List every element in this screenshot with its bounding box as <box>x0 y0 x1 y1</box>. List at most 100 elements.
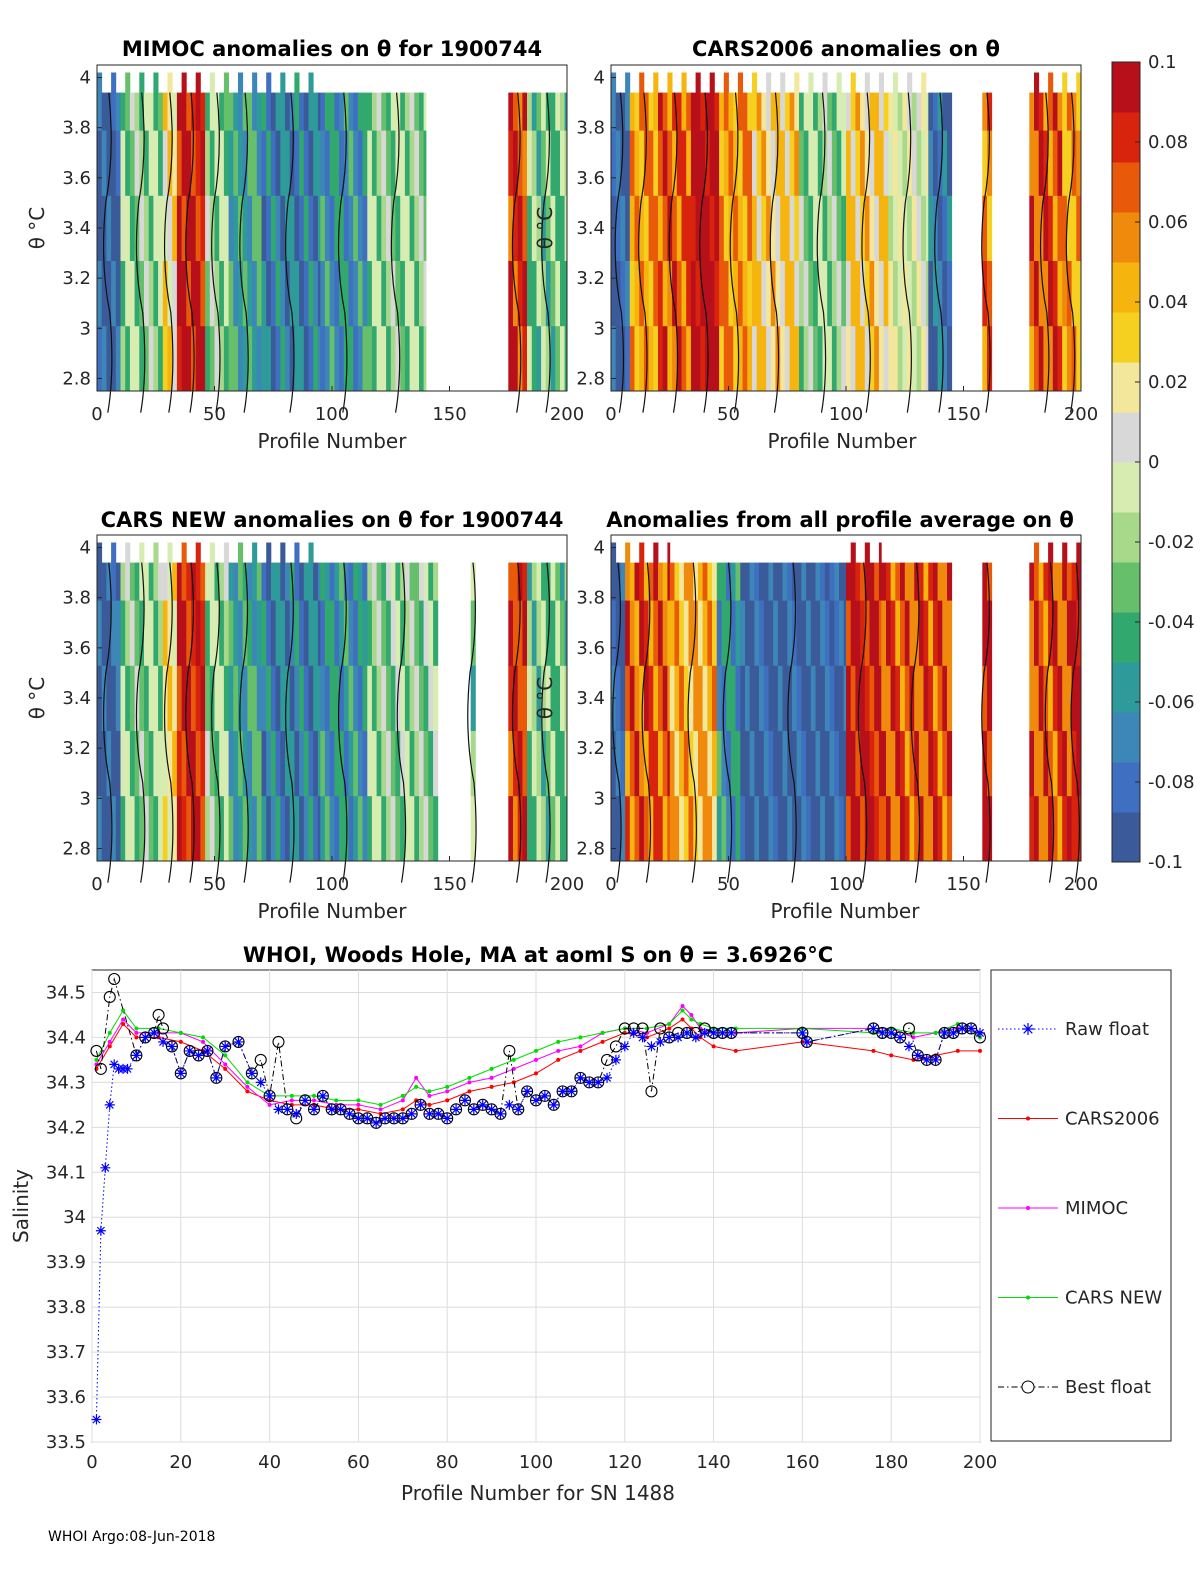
heatmap-cell <box>620 260 626 327</box>
heatmap-cell <box>536 130 542 196</box>
heatmap-cell <box>831 325 837 392</box>
heatmap-cell <box>209 600 215 666</box>
heatmap-cell <box>409 325 415 392</box>
heatmap-cell <box>1076 195 1082 261</box>
heatmap-cell <box>242 562 248 601</box>
heatmap-cell <box>789 325 795 392</box>
heatmap-cell <box>181 195 187 261</box>
heatmap-cell <box>134 730 140 797</box>
heatmap-cell <box>620 195 626 261</box>
data-point <box>921 1054 932 1065</box>
heatmap-cell <box>672 92 678 131</box>
data-point <box>289 1093 294 1098</box>
legend-marker-icon <box>1021 1380 1035 1394</box>
heatmap-cell <box>362 730 368 797</box>
heatmap-cell <box>531 730 537 797</box>
data-point <box>442 1113 453 1124</box>
data-point <box>602 1072 613 1083</box>
heatmap-cell <box>400 795 406 862</box>
heatmap-cell <box>209 72 215 131</box>
heatmap-cell <box>1057 730 1063 797</box>
heatmap-cell <box>648 562 654 601</box>
data-point <box>667 1021 672 1026</box>
heatmap-cell <box>883 260 889 327</box>
heatmap-cell <box>334 730 340 797</box>
heatmap-cell <box>247 130 253 196</box>
contour-line <box>467 562 477 883</box>
heatmap-cell <box>669 795 675 862</box>
data-point <box>903 1041 914 1052</box>
heatmap-cell <box>803 260 809 327</box>
heatmap-cell <box>517 600 523 666</box>
heatmap-cell <box>947 260 953 327</box>
heatmap-cell <box>205 92 211 131</box>
heatmap-cell <box>289 260 295 327</box>
heatmap-cell <box>541 562 547 601</box>
heatmap-cell <box>555 325 561 392</box>
heatmap-cell <box>662 260 668 327</box>
data-point <box>184 1045 195 1056</box>
heatmap-cell <box>745 600 751 666</box>
heatmap-cell <box>139 325 145 392</box>
heatmap-cell <box>615 730 621 797</box>
heatmap-cell <box>897 92 903 131</box>
heatmap-cell <box>223 72 229 131</box>
y-tick-label: 3.8 <box>576 588 605 609</box>
heatmap-cell <box>513 195 519 261</box>
data-point <box>699 1027 710 1038</box>
y-tick-label: 2.8 <box>62 368 91 389</box>
data-point <box>467 1089 472 1094</box>
heatmap-cell <box>266 730 272 797</box>
heatmap-cell <box>688 562 694 601</box>
heatmap-cell <box>517 562 523 601</box>
legend-label: CARS2006 <box>1065 1109 1160 1130</box>
heatmap-cell <box>256 730 262 797</box>
x-tick-label: 200 <box>550 404 584 425</box>
heatmap-cell <box>390 665 396 731</box>
data-point <box>534 1048 538 1053</box>
heatmap-cell <box>756 92 762 131</box>
heatmap-cell <box>653 542 659 601</box>
heatmap-cell <box>737 130 743 196</box>
data-point <box>427 1102 432 1107</box>
heatmap-cell <box>860 260 866 327</box>
heatmap-cell <box>669 600 675 666</box>
heatmap-cell <box>1057 260 1063 327</box>
heatmap-cell <box>933 665 939 731</box>
heatmap-cell <box>400 325 406 392</box>
heatmap-cell <box>829 665 835 731</box>
heatmap-cell <box>900 795 906 862</box>
heatmap-cell <box>674 562 680 601</box>
heatmap-cell <box>419 325 425 392</box>
heatmap-cell <box>634 195 640 261</box>
heatmap-cell <box>186 562 192 601</box>
heatmap-cell <box>186 195 192 261</box>
heatmap-cell <box>522 795 528 862</box>
data-point <box>201 1035 205 1040</box>
heatmap-cell <box>897 325 903 392</box>
data-point <box>717 1027 728 1038</box>
heatmap-cell <box>625 795 631 862</box>
heatmap-cell <box>827 92 833 131</box>
heatmap-cell <box>933 92 939 131</box>
heatmap-cell <box>615 600 621 666</box>
data-point <box>317 1090 328 1101</box>
heatmap-cell <box>139 730 145 797</box>
heatmap-cell <box>878 730 882 797</box>
x-tick-label: 150 <box>946 874 980 895</box>
data-point <box>95 1225 106 1236</box>
heatmap-cell <box>280 130 286 196</box>
heatmap-cell <box>810 562 816 601</box>
heatmap-cell <box>662 730 668 797</box>
heatmap-cell <box>324 730 330 797</box>
heatmap-cell <box>914 665 920 731</box>
heatmap-cell <box>371 562 377 601</box>
heatmap-cell <box>672 325 678 392</box>
heatmap-cell <box>777 600 783 666</box>
colorbar-swatch <box>1112 362 1140 413</box>
heatmap-cell <box>527 730 533 797</box>
heatmap-cell <box>648 92 654 131</box>
heatmap-cell <box>238 325 244 392</box>
heatmap-cell <box>376 600 382 666</box>
heatmap-cell <box>878 665 882 731</box>
